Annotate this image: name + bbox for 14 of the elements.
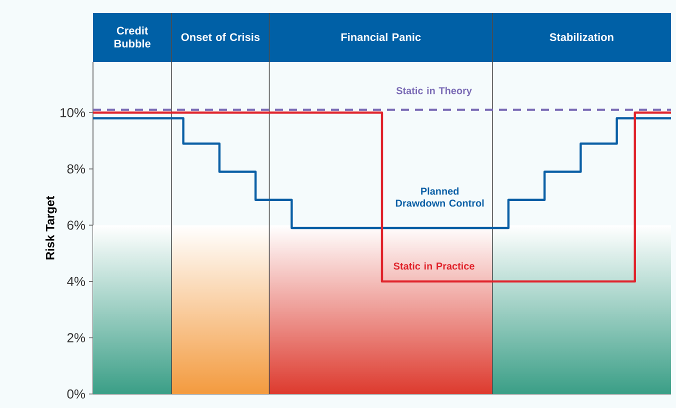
text: Planned Drawdown Control xyxy=(396,187,484,207)
y-tick-label: 4% xyxy=(67,276,86,286)
text: Stabilization xyxy=(550,32,614,42)
y-tick-label: 8% xyxy=(67,164,86,174)
text: Financial Panic xyxy=(341,32,421,42)
y-tick-label: 0% xyxy=(67,389,86,399)
y-axis-title: Risk Target xyxy=(46,196,57,260)
y-tick-label: 6% xyxy=(67,220,86,230)
text: Onset of Crisis xyxy=(181,32,260,42)
series-label: Static in Theory xyxy=(396,86,472,96)
text: Credit Bubble xyxy=(114,26,150,48)
series-label: Static in Practice xyxy=(394,262,474,270)
y-tick-label: 2% xyxy=(67,333,86,342)
y-tick-label: 10% xyxy=(60,108,86,118)
